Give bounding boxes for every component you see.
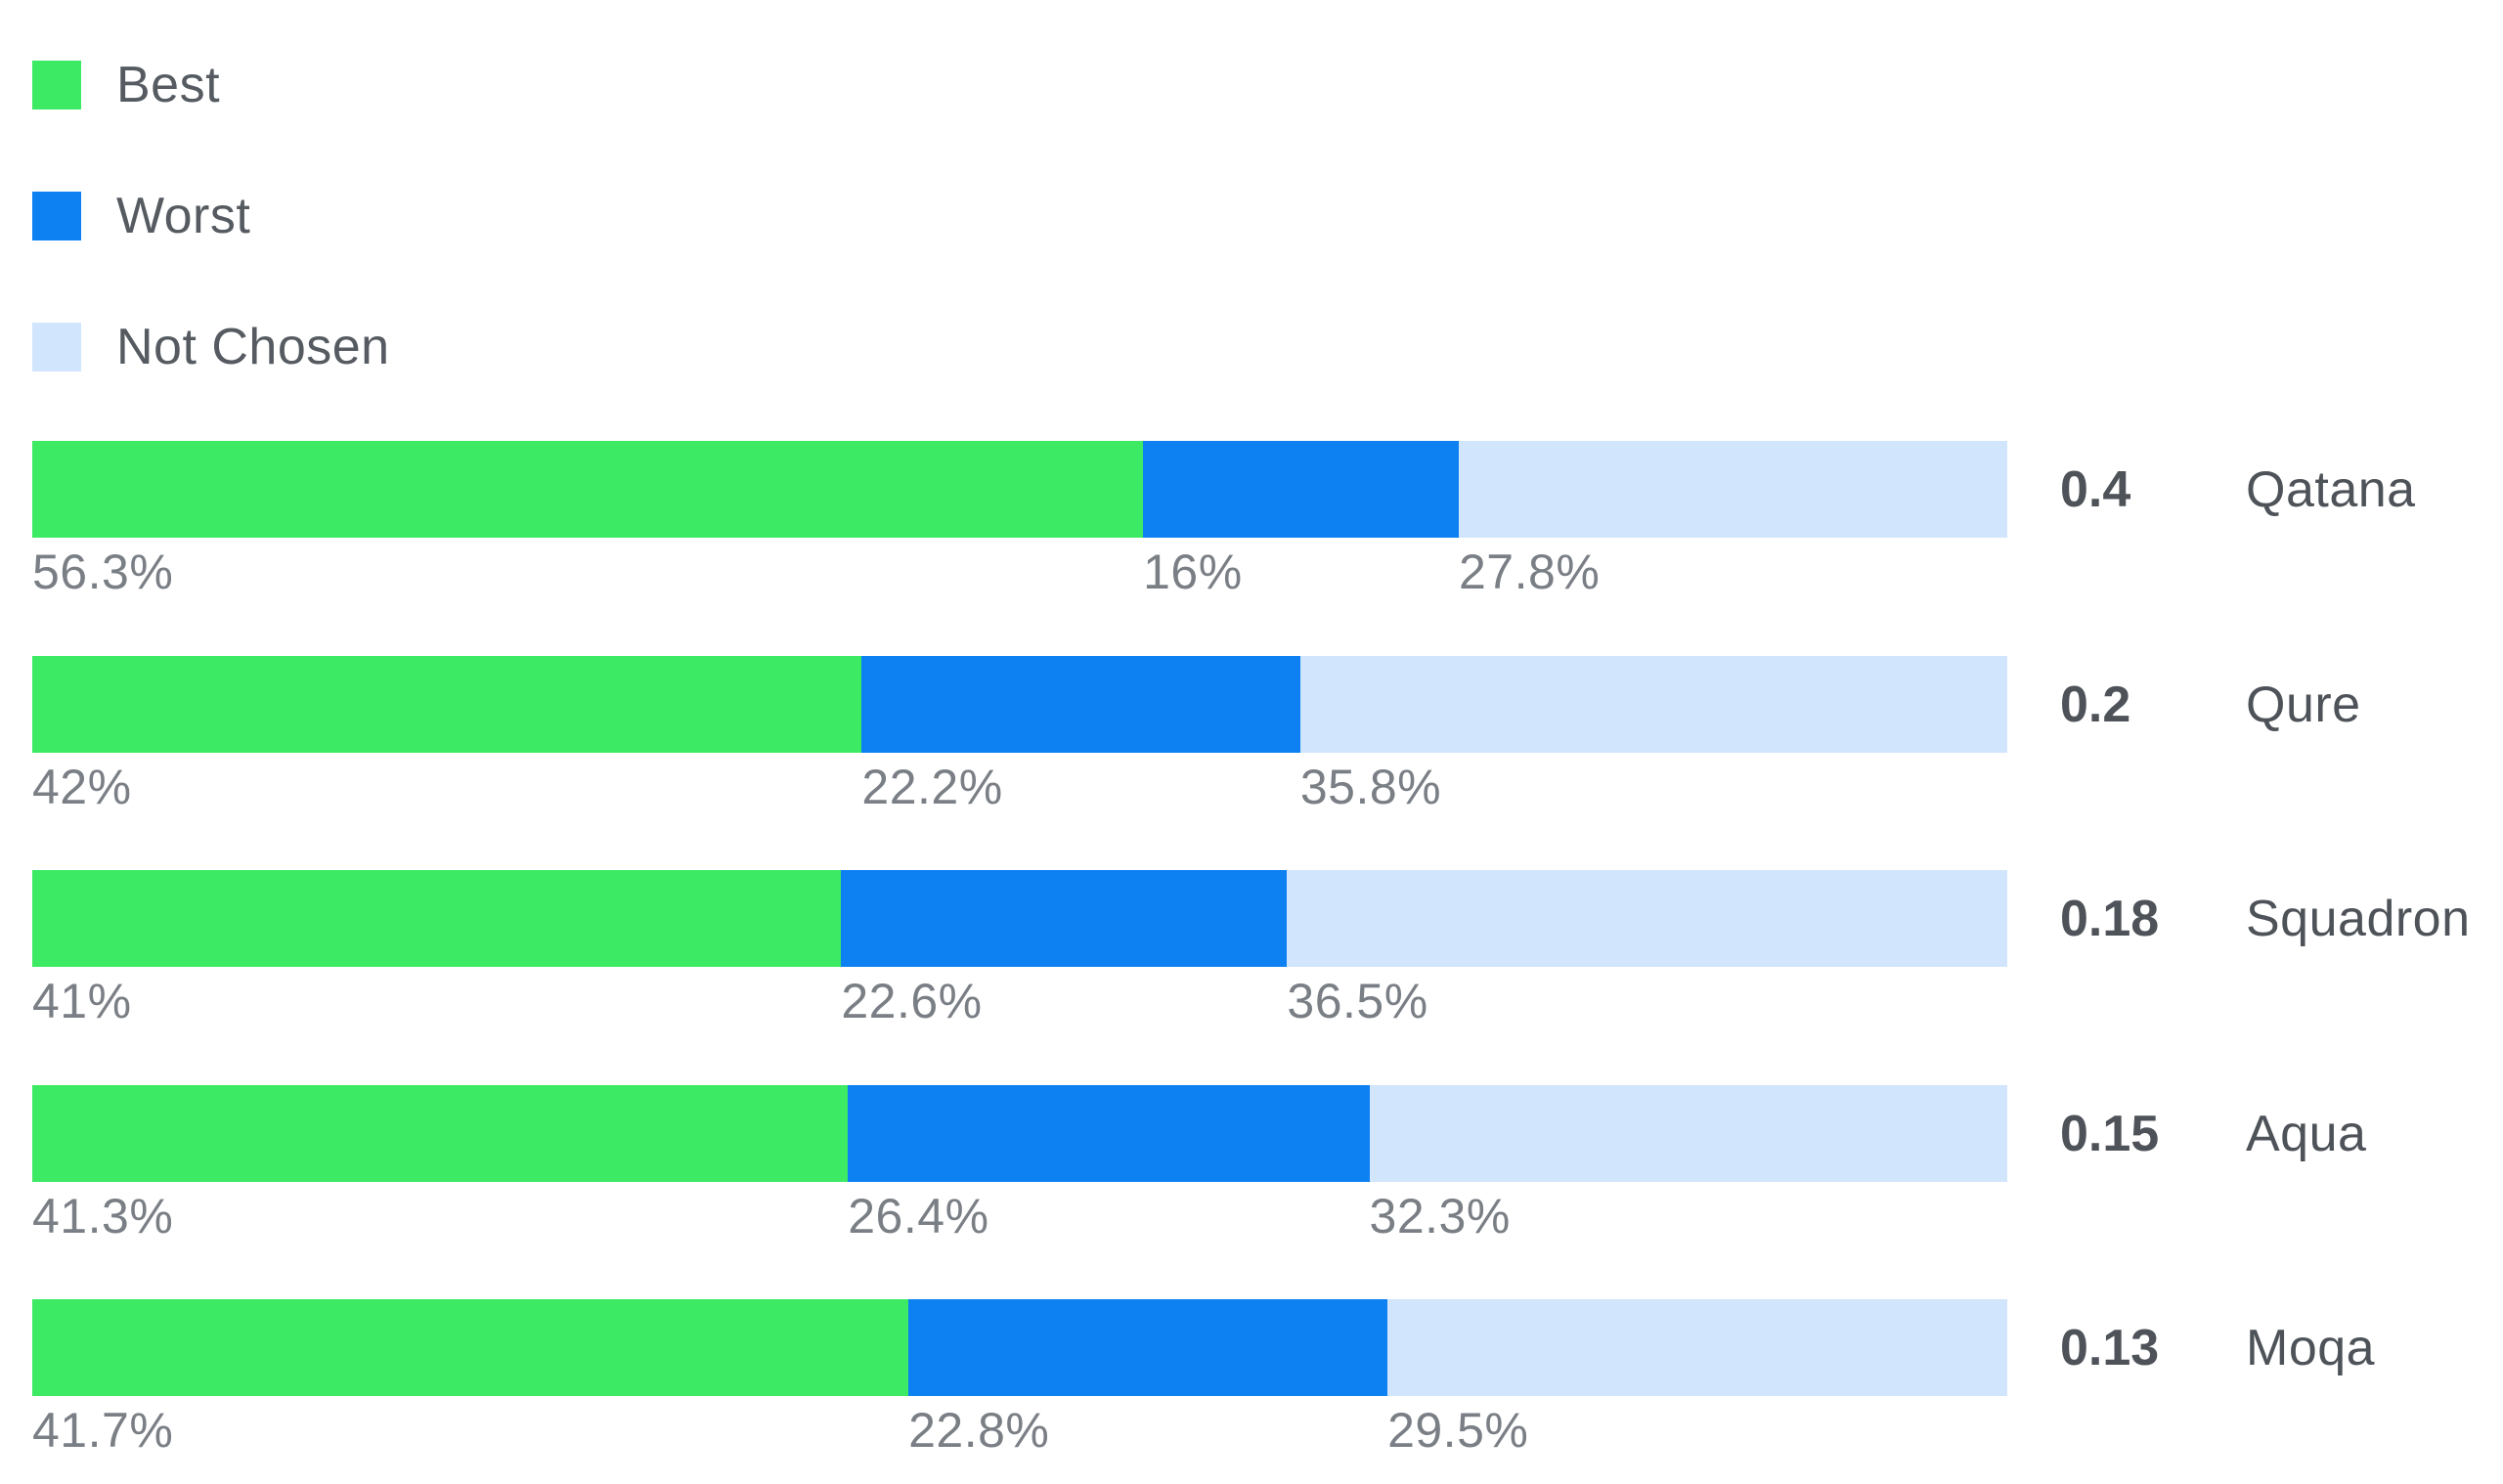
score-label: 0.18 (2060, 891, 2160, 947)
bar-segment-not-chosen (1287, 870, 2007, 967)
bar-segment-worst (841, 870, 1288, 967)
category-label: Qure (2246, 677, 2361, 733)
value-label-not-chosen: 27.8% (1459, 545, 1601, 599)
value-label-best: 42% (32, 760, 132, 814)
bar-segment-best (32, 1085, 849, 1182)
value-label-worst: 16% (1143, 545, 1243, 599)
bar-row-aqua (32, 1085, 2007, 1182)
legend-label: Best (116, 57, 221, 113)
category-label: Moqa (2246, 1320, 2376, 1376)
value-label-not-chosen: 32.3% (1369, 1189, 1511, 1244)
value-label-best: 41.3% (32, 1189, 174, 1244)
category-label: Squadron (2246, 891, 2471, 947)
value-label-best: 56.3% (32, 545, 174, 599)
value-label-not-chosen: 29.5% (1387, 1403, 1529, 1458)
value-label-best: 41% (32, 974, 132, 1028)
bar-segment-worst (848, 1085, 1370, 1182)
legend-swatch (32, 61, 81, 109)
legend-swatch (32, 323, 81, 371)
value-label-worst: 22.2% (861, 760, 1003, 814)
legend-item-worst: Worst (32, 188, 250, 244)
value-label-worst: 26.4% (848, 1189, 989, 1244)
value-label-not-chosen: 35.8% (1299, 760, 1442, 814)
bar-segment-best (32, 441, 1144, 538)
bar-row-qatana (32, 441, 2007, 538)
score-label: 0.15 (2060, 1106, 2160, 1162)
score-label: 0.13 (2060, 1320, 2160, 1376)
value-label-best: 41.7% (32, 1403, 174, 1458)
category-label: Qatana (2246, 461, 2416, 518)
score-label: 0.2 (2060, 677, 2131, 733)
value-label-worst: 22.6% (841, 974, 983, 1028)
legend-item-best: Best (32, 57, 220, 113)
legend-label: Not Chosen (116, 319, 390, 375)
bar-row-squadron (32, 870, 2007, 967)
bar-segment-not-chosen (1387, 1299, 2007, 1396)
bar-segment-not-chosen (1459, 441, 2007, 538)
legend-label: Worst (116, 188, 251, 244)
bar-segment-worst (1143, 441, 1459, 538)
bar-segment-not-chosen (1299, 656, 2007, 753)
bar-segment-worst (861, 656, 1300, 753)
legend-item-not-chosen: Not Chosen (32, 319, 390, 375)
bar-row-moqa (32, 1299, 2007, 1396)
legend-swatch (32, 192, 81, 240)
bar-row-qure (32, 656, 2007, 753)
score-label: 0.4 (2060, 461, 2131, 518)
bar-segment-worst (908, 1299, 1388, 1396)
bar-segment-not-chosen (1369, 1085, 2007, 1182)
category-label: Aqua (2246, 1106, 2367, 1162)
bar-segment-best (32, 1299, 909, 1396)
value-label-worst: 22.8% (908, 1403, 1050, 1458)
value-label-not-chosen: 36.5% (1287, 974, 1428, 1028)
bar-segment-best (32, 656, 862, 753)
bar-segment-best (32, 870, 842, 967)
